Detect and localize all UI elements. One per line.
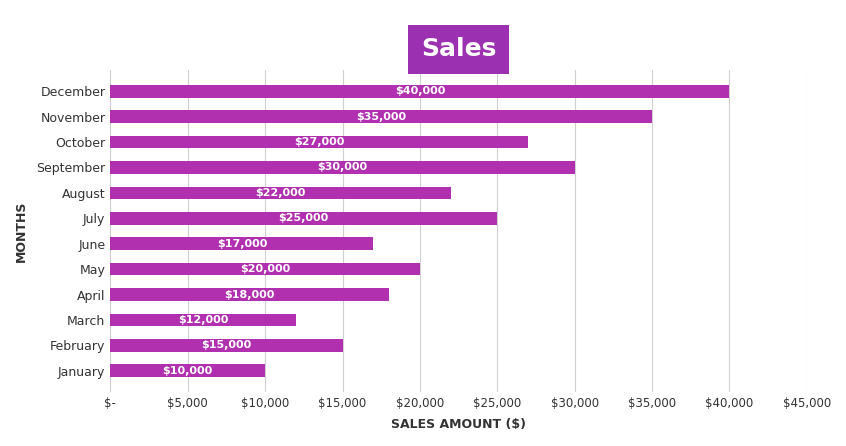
Text: $35,000: $35,000 [356, 112, 406, 122]
Text: $20,000: $20,000 [240, 264, 290, 274]
Text: $30,000: $30,000 [317, 162, 367, 173]
Text: $17,000: $17,000 [217, 239, 267, 249]
Text: $25,000: $25,000 [278, 213, 329, 223]
Text: $22,000: $22,000 [255, 188, 305, 198]
Title: Sales: Sales [421, 37, 497, 61]
Bar [110, 212, 497, 225]
Bar [110, 314, 296, 326]
Y-axis label: MONTHS: MONTHS [15, 200, 28, 262]
Bar [110, 85, 729, 98]
Bar [110, 110, 652, 123]
Bar [110, 364, 265, 377]
Bar [110, 161, 574, 174]
Text: $27,000: $27,000 [294, 137, 344, 147]
Text: $12,000: $12,000 [178, 315, 228, 325]
X-axis label: SALES AMOUNT ($): SALES AMOUNT ($) [391, 418, 526, 431]
Bar [110, 263, 420, 276]
Text: $10,000: $10,000 [162, 366, 213, 376]
Bar [110, 288, 389, 301]
Text: $18,000: $18,000 [224, 289, 275, 300]
Bar [110, 237, 373, 250]
Text: $15,000: $15,000 [201, 340, 251, 351]
Bar [110, 186, 451, 199]
Bar [110, 136, 528, 149]
Bar [110, 339, 343, 352]
Text: $40,000: $40,000 [395, 86, 445, 96]
